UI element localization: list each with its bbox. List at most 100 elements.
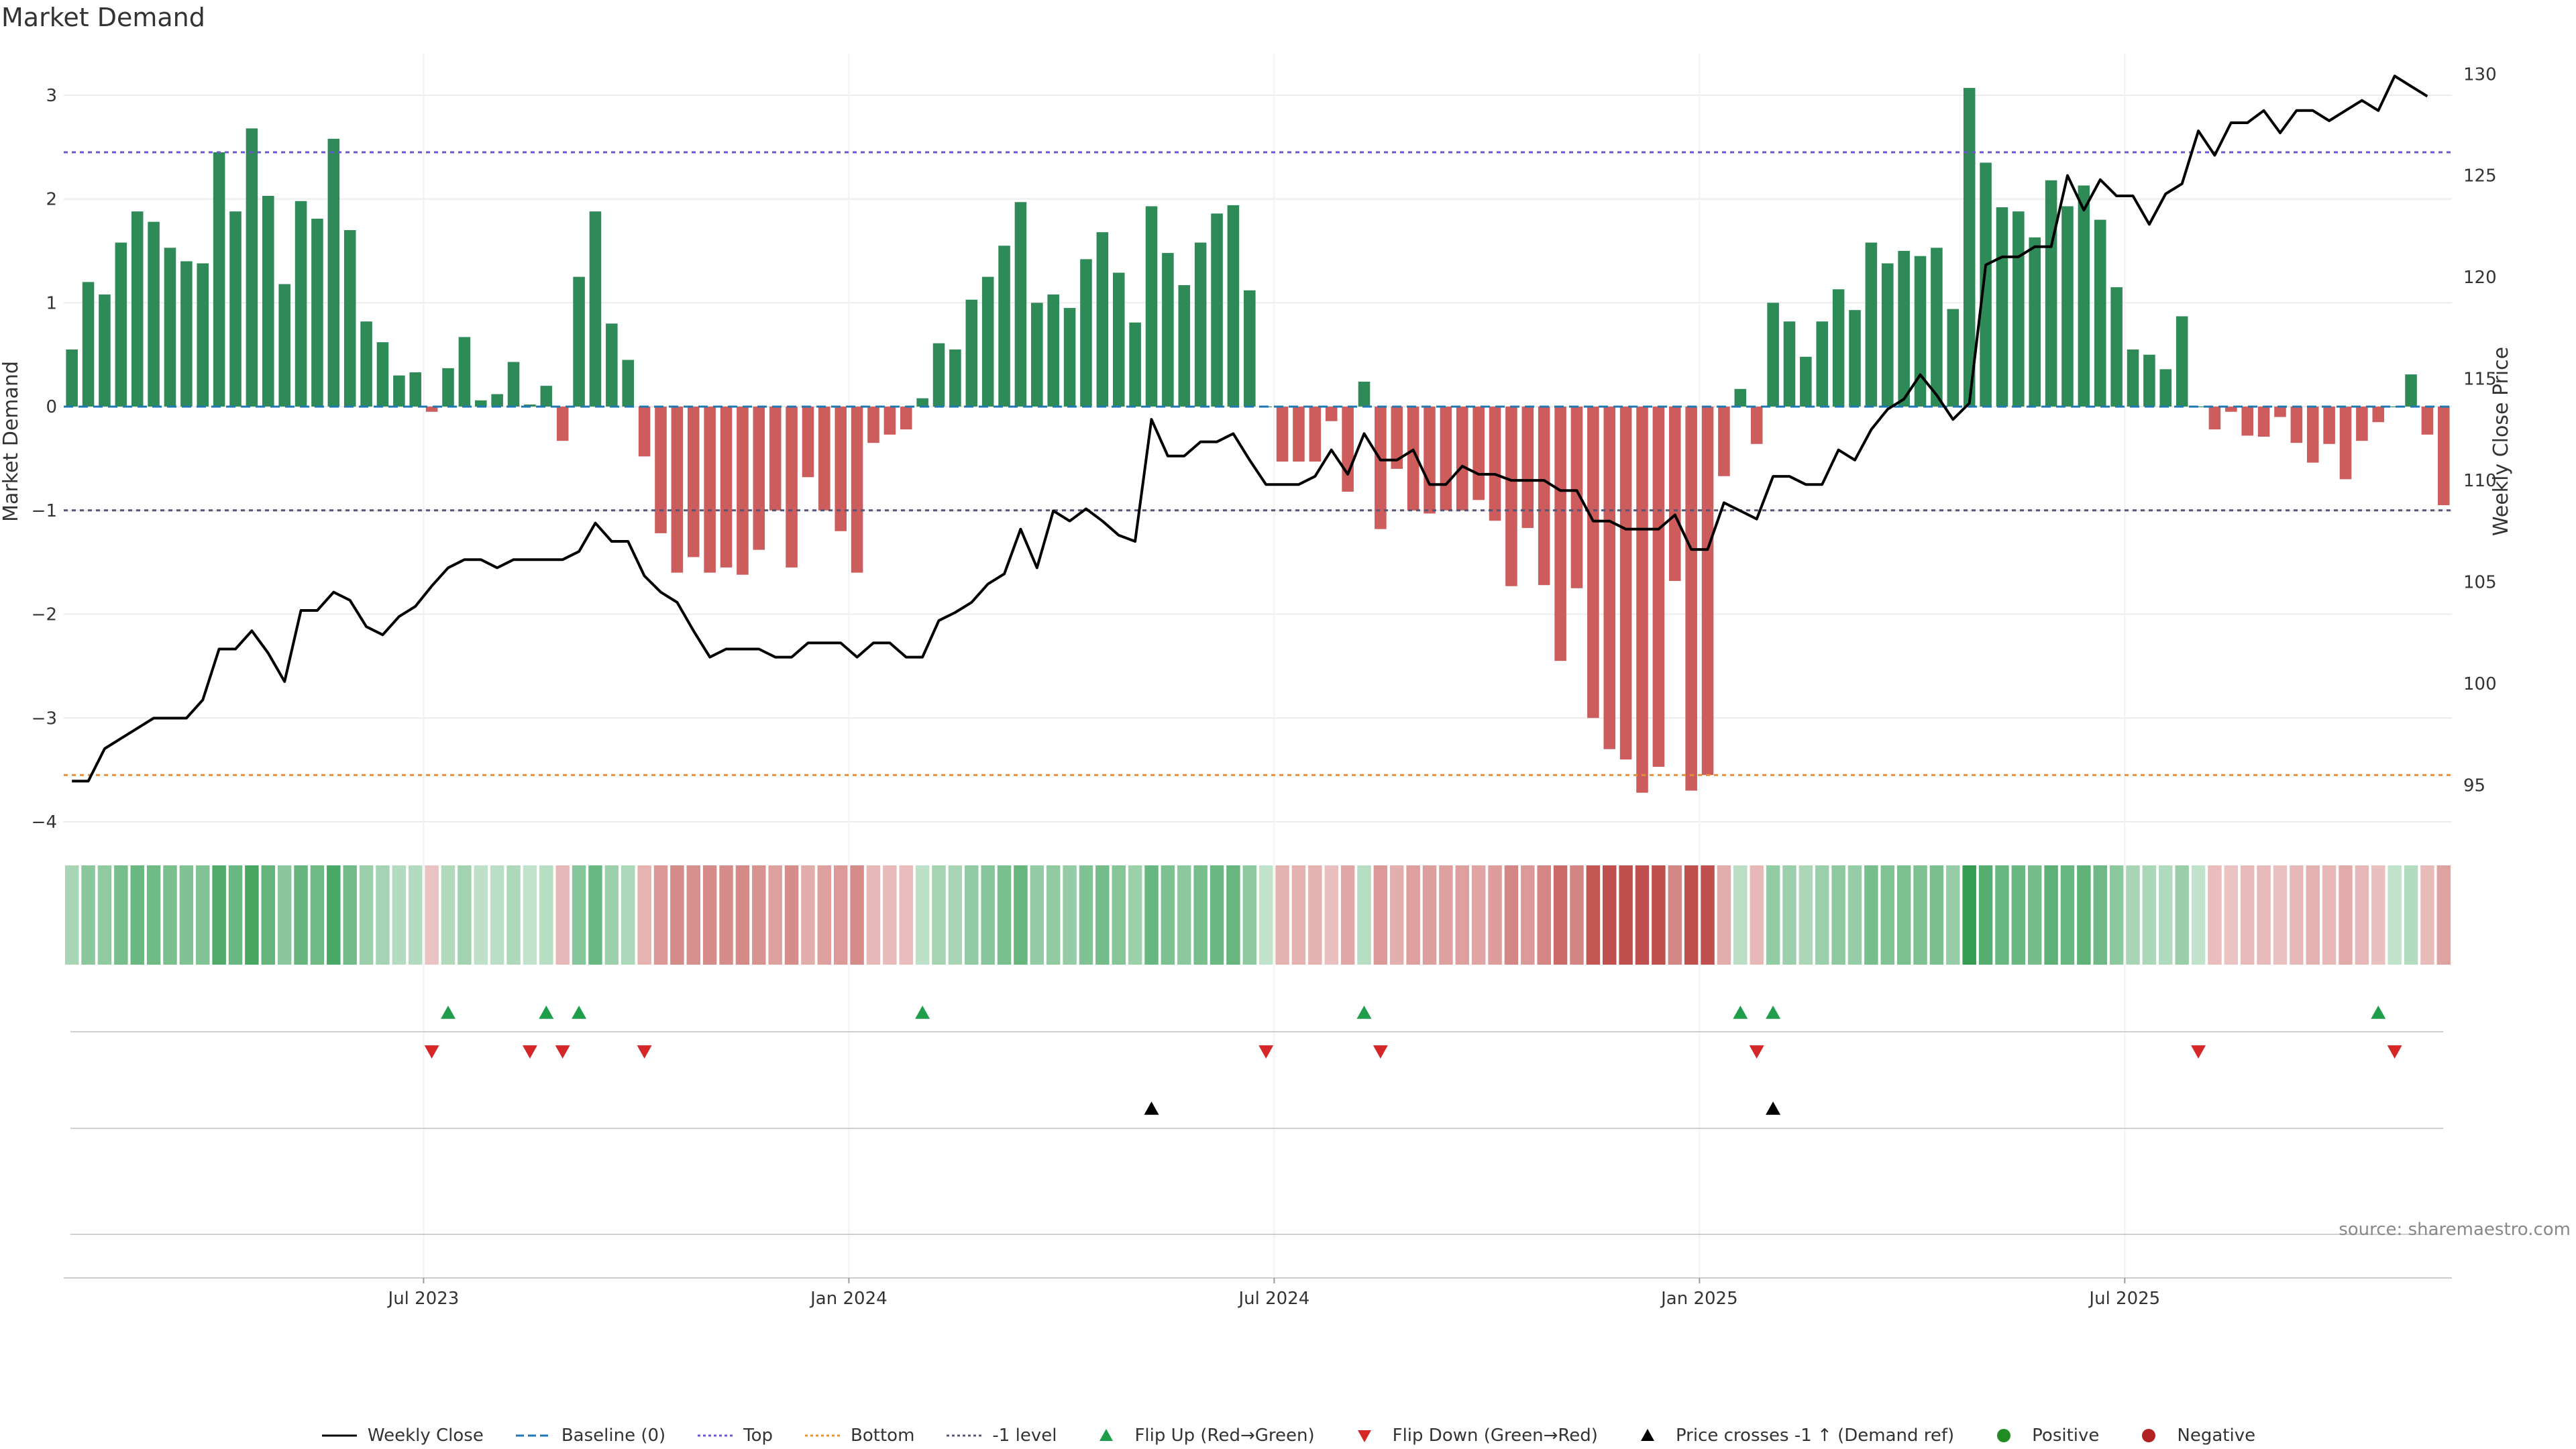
heat-cell	[114, 865, 128, 965]
flip-up-marker	[441, 1006, 456, 1019]
demand-bar	[671, 407, 684, 573]
demand-bar	[1898, 250, 1910, 407]
demand-bar	[753, 407, 765, 550]
demand-bar	[458, 337, 471, 407]
demand-bar	[1309, 407, 1322, 462]
y-tick-label: −2	[32, 605, 57, 625]
demand-bar	[66, 349, 78, 407]
dotted-line-icon	[947, 1434, 982, 1437]
heat-cell	[81, 865, 95, 965]
heat-cell	[915, 865, 930, 965]
demand-bar	[2306, 407, 2319, 463]
heat-cell	[2142, 865, 2157, 965]
heat-cell	[458, 865, 472, 965]
demand-bar	[1980, 162, 1992, 407]
legend-item: Bottom	[804, 1426, 914, 1446]
demand-bar	[867, 407, 879, 443]
legend-item: Top	[696, 1426, 773, 1446]
demand-bar	[409, 372, 422, 407]
dotted-line-icon	[698, 1434, 733, 1437]
demand-bar	[1603, 407, 1616, 749]
heat-cell	[1946, 865, 1960, 965]
heat-cell	[1242, 865, 1257, 965]
demand-bar	[507, 362, 520, 407]
demand-bar	[115, 242, 127, 407]
triangle-down-icon	[1357, 1430, 1371, 1442]
price-cross-marker	[1144, 1102, 1159, 1115]
demand-bar	[343, 230, 356, 407]
heat-cell	[2420, 865, 2434, 965]
heat-cell	[1488, 865, 1502, 965]
legend-label: Negative	[2177, 1426, 2256, 1446]
demand-bar	[1800, 356, 1812, 407]
demand-bar	[1047, 294, 1059, 407]
demand-bar	[638, 407, 651, 457]
demand-bar	[491, 394, 503, 407]
demand-bar	[360, 321, 372, 407]
demand-bar	[1145, 206, 1158, 407]
demand-bar	[1489, 407, 1501, 521]
heat-cell	[474, 865, 488, 965]
heat-cell	[1258, 865, 1273, 965]
flip-up-marker	[539, 1006, 554, 1019]
demand-bar	[1652, 407, 1665, 767]
triangle-up-icon	[1099, 1429, 1114, 1441]
heat-cell	[1030, 865, 1044, 965]
heat-cell	[948, 865, 963, 965]
heat-cell	[1995, 865, 2009, 965]
flip-up-marker	[1766, 1006, 1781, 1019]
heat-cell	[784, 865, 799, 965]
demand-heat-strip	[64, 865, 2451, 965]
heat-cell	[1161, 865, 1175, 965]
demand-bar	[916, 398, 928, 407]
demand-bar	[1472, 407, 1485, 500]
heat-cell	[1422, 865, 1437, 965]
demand-bar	[2290, 407, 2303, 443]
dotted-line-icon	[805, 1434, 841, 1437]
heat-cell	[1880, 865, 1895, 965]
heat-cell	[490, 865, 504, 965]
heat-cell	[1455, 865, 1470, 965]
demand-bar	[932, 343, 945, 407]
heat-cell	[1177, 865, 1191, 965]
heat-cell	[2387, 865, 2402, 965]
demand-bar	[1669, 407, 1681, 582]
demand-bar	[540, 386, 553, 407]
demand-bar	[294, 201, 307, 407]
heat-cell	[1652, 865, 1666, 965]
demand-bar	[737, 407, 749, 575]
demand-bar	[1849, 310, 1861, 407]
heat-cell	[2208, 865, 2222, 965]
heat-cell	[1619, 865, 1633, 965]
heat-cell	[1684, 865, 1699, 965]
heat-cell	[130, 865, 144, 965]
heat-cell	[1390, 865, 1404, 965]
flip-down-marker	[522, 1045, 537, 1059]
legend-label: Flip Up (Red→Green)	[1134, 1426, 1315, 1446]
demand-bar	[475, 400, 487, 407]
heat-cell	[1537, 865, 1551, 965]
heat-cell	[2044, 865, 2058, 965]
heat-cell	[1095, 865, 1110, 965]
demand-bar	[900, 407, 912, 430]
heat-cell	[343, 865, 357, 965]
heat-cell	[1063, 865, 1077, 965]
heat-cell	[2175, 865, 2189, 965]
demand-bar	[442, 368, 454, 407]
heat-cell	[801, 865, 815, 965]
demand-bar	[622, 360, 635, 407]
demand-bar	[524, 404, 536, 407]
demand-bar	[2110, 287, 2123, 407]
dashed-line-icon	[515, 1434, 551, 1437]
demand-bar	[1293, 407, 1305, 462]
demand-bar	[148, 221, 160, 407]
demand-bar	[1424, 407, 1436, 514]
heat-cell	[392, 865, 407, 965]
y2-tick-label: 105	[2463, 573, 2497, 593]
heat-cell	[604, 865, 619, 965]
heat-cell	[1733, 865, 1748, 965]
heat-cell	[850, 865, 864, 965]
legend-item: Baseline (0)	[515, 1426, 665, 1446]
heat-cell	[97, 865, 112, 965]
heat-cell	[2191, 865, 2206, 965]
